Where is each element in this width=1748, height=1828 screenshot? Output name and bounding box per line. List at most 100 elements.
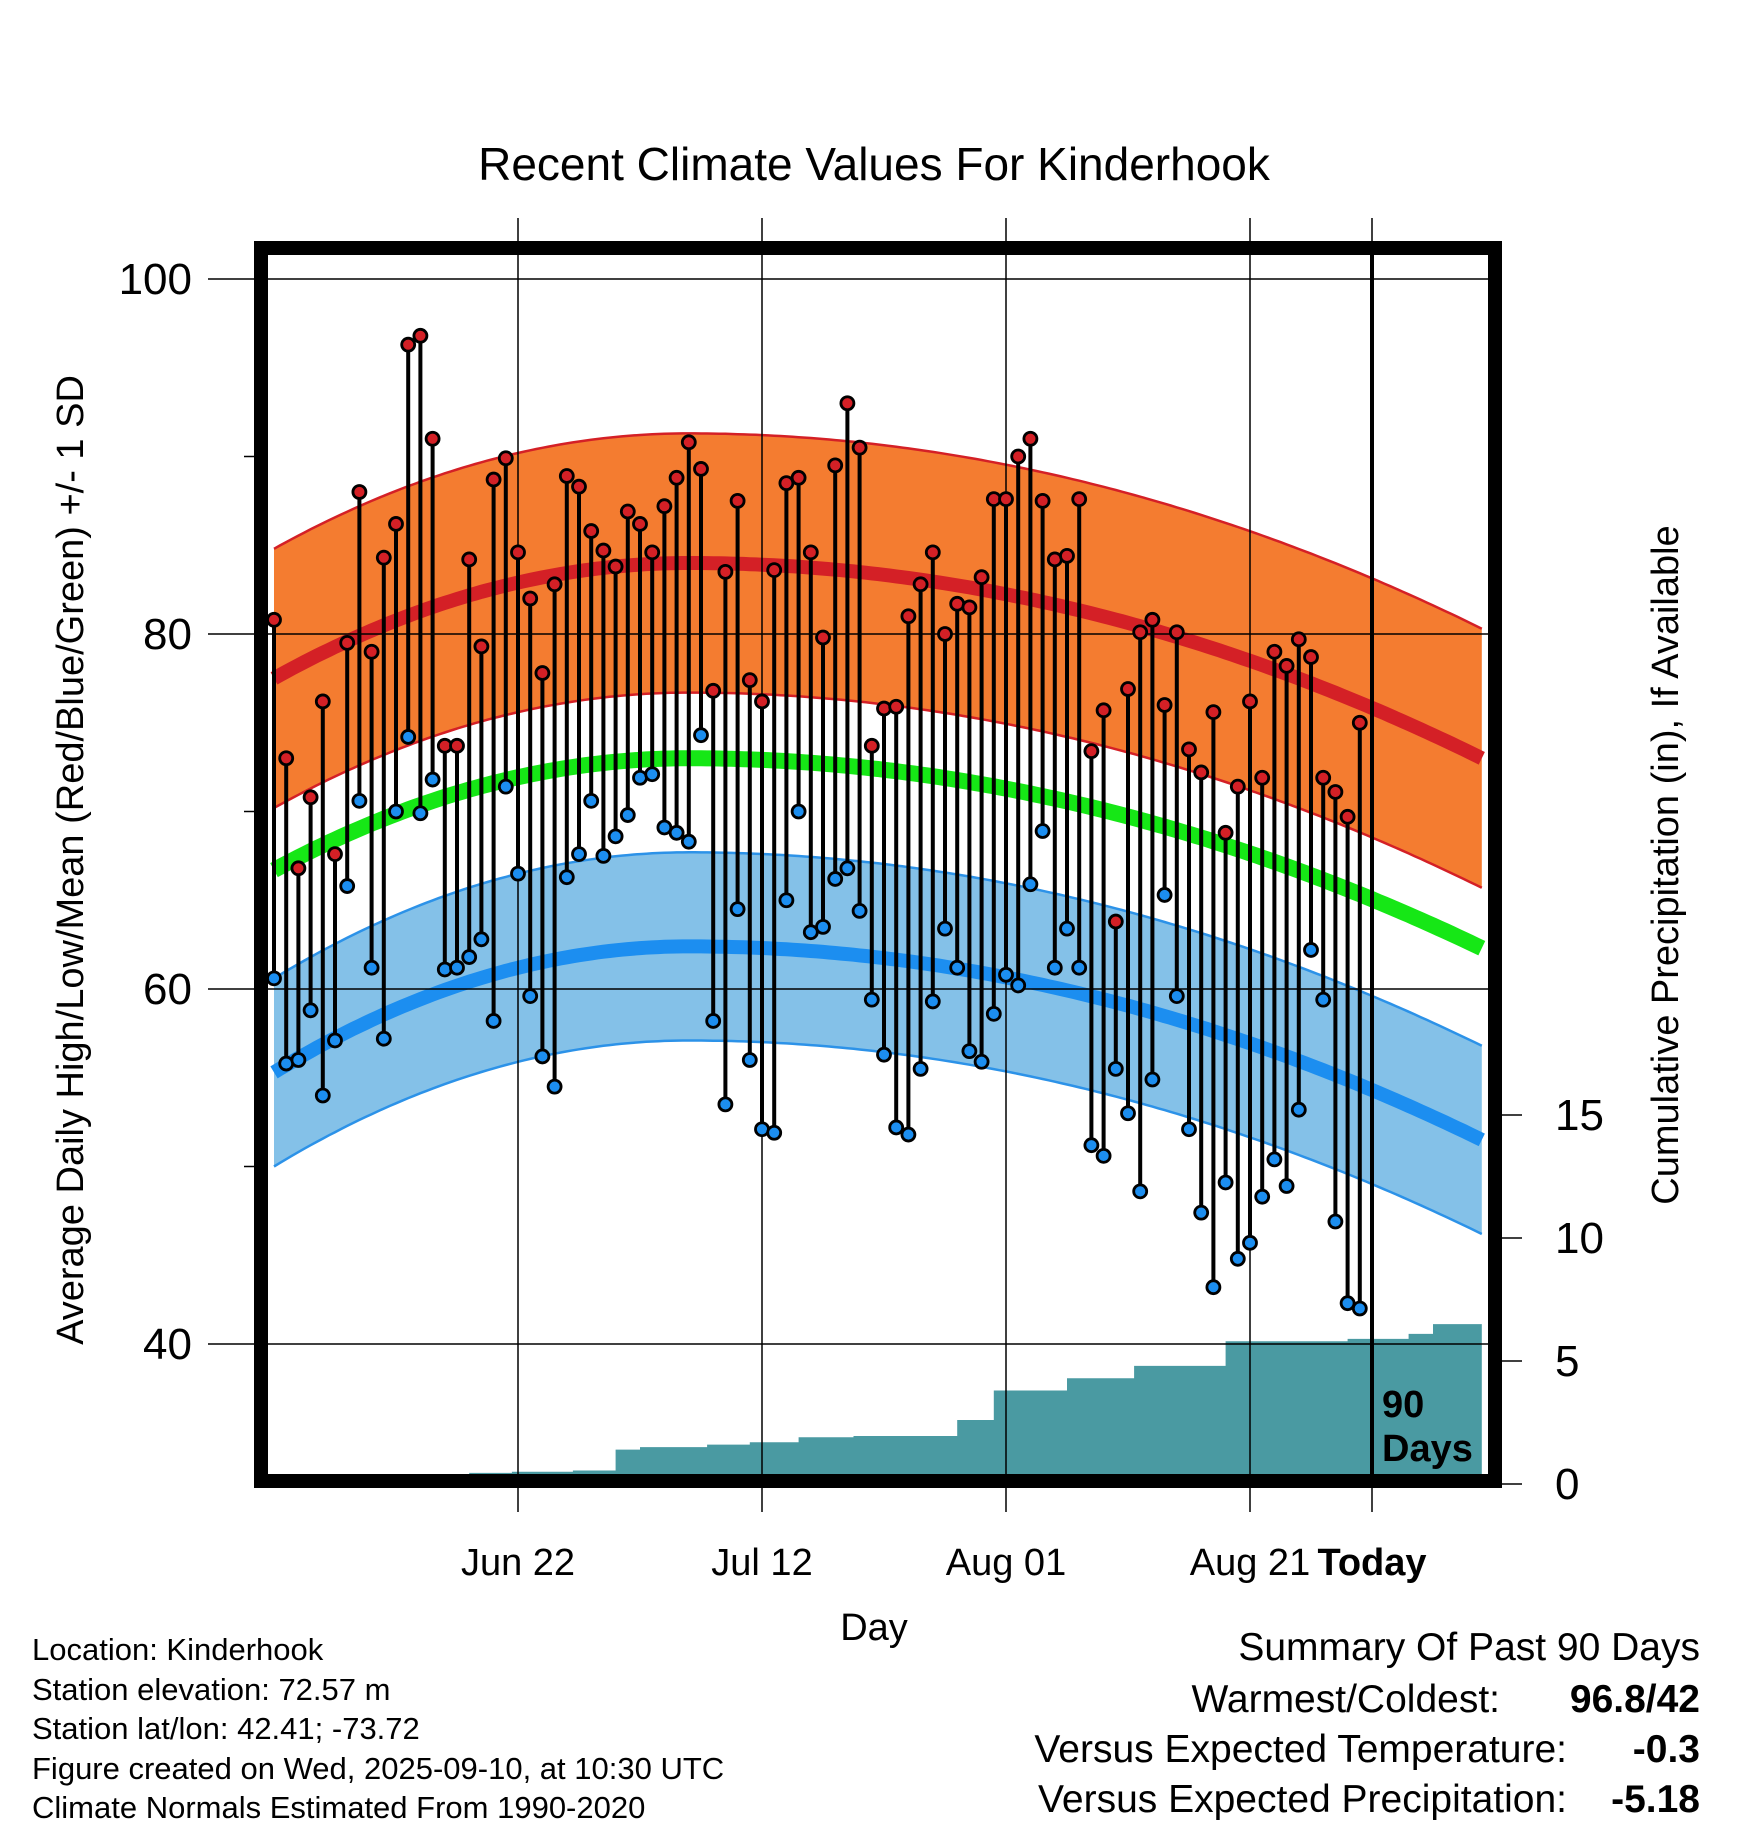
daily-high-point (705, 682, 722, 699)
daily-low-point (424, 771, 441, 788)
daily-low-point (693, 727, 709, 744)
daily-low-point (888, 1119, 905, 1136)
daily-low-point (522, 988, 539, 1004)
daily-high-point (1107, 913, 1124, 930)
daily-low-point (1266, 1151, 1283, 1168)
x-tick-label-3: Aug 21 (1190, 1542, 1310, 1584)
daily-high-point (1254, 769, 1271, 786)
y-axis-label-left: Average Daily High/Low/Mean (Red/Blue/Gr… (50, 375, 92, 1345)
info-latlon: Station lat/lon: 42.41; -73.72 (32, 1711, 420, 1746)
y-tick-label-80: 80 (143, 610, 192, 659)
daily-high-point (851, 439, 868, 456)
daily-low-point (876, 1046, 892, 1063)
daily-high-point (1229, 778, 1246, 795)
daily-low-point (1327, 1213, 1344, 1230)
daily-high-point (1266, 643, 1283, 660)
daily-low-point (668, 824, 685, 841)
daily-low-point (1181, 1121, 1197, 1138)
daily-high-point (375, 549, 392, 566)
daily-low-point (1290, 1101, 1307, 1118)
daily-high-point (741, 672, 758, 689)
daily-high-point (1181, 741, 1197, 758)
cumulative-precipitation-area (469, 1324, 1482, 1474)
daily-high-point (1242, 693, 1258, 710)
info-created: Figure created on Wed, 2025-09-10, at 10… (32, 1751, 724, 1786)
daily-low-point (912, 1060, 929, 1077)
daily-low-point (961, 1043, 978, 1060)
daily-low-point (1034, 823, 1051, 839)
daily-low-point (351, 792, 368, 809)
daily-high-point (729, 492, 746, 509)
daily-high-point (1083, 743, 1100, 760)
daily-high-point (1071, 491, 1088, 508)
daily-high-point (668, 469, 685, 486)
daily-high-point (827, 457, 844, 474)
daily-low-point (412, 805, 429, 822)
daily-high-point (314, 693, 331, 710)
daily-high-point (754, 693, 770, 710)
daily-high-point (656, 498, 673, 515)
daily-low-point (1107, 1060, 1124, 1077)
daily-high-point (510, 544, 526, 561)
daily-high-point (1022, 430, 1039, 447)
y-tick-label-100: 100 (119, 255, 192, 304)
daily-low-point (1010, 977, 1027, 994)
info-location: Location: Kinderhook (32, 1632, 324, 1667)
daily-low-point (449, 959, 465, 976)
daily-low-point (778, 892, 795, 909)
daily-high-point (1034, 492, 1051, 509)
summary-warmest-value: 96.8/42 (1570, 1678, 1700, 1721)
daily-high-point (266, 611, 282, 628)
daily-low-point (1229, 1250, 1246, 1267)
daily-low-point (314, 1087, 331, 1104)
normal-high-band-upper-edge (273, 432, 1483, 630)
daily-low-point (363, 959, 380, 976)
daily-high-point (1120, 681, 1136, 697)
station-info: Location: Kinderhook Station elevation: … (32, 1632, 724, 1825)
daily-low-point (1351, 1300, 1368, 1317)
daily-low-point (607, 828, 624, 845)
daily-low-point (815, 918, 831, 935)
daily-high-point (1059, 548, 1075, 564)
daily-low-point (998, 966, 1014, 983)
info-elevation: Station elevation: 72.57 m (32, 1672, 390, 1707)
daily-high-point (1010, 448, 1027, 465)
daily-high-point (998, 491, 1014, 508)
daily-low-point (766, 1124, 783, 1141)
daily-high-point (449, 737, 465, 754)
daily-high-point (961, 599, 978, 616)
daily-high-point (937, 626, 953, 642)
y-right-tick-label-5: 5 (1555, 1337, 1579, 1386)
daily-low-point (400, 729, 417, 745)
daily-low-point (1059, 920, 1075, 937)
y-right-tick-label-10: 10 (1555, 1214, 1604, 1263)
daily-low-point (485, 1013, 502, 1029)
normal-low-band (274, 852, 1482, 1234)
axes: 40 60 80 100 0 5 10 15 Jun 22 Jul 12 Aug 01 Aug 21 T… (119, 241, 1604, 1584)
daily-low-point (1083, 1137, 1100, 1154)
daily-high-point (485, 471, 502, 488)
daily-low-point (473, 931, 490, 948)
daily-high-point (790, 469, 807, 486)
daily-low-point (900, 1126, 917, 1143)
summary-precip-label: Versus Expected Precipitation: (1038, 1778, 1567, 1821)
daily-high-point (497, 450, 514, 467)
daily-high-point (815, 629, 831, 646)
daily-high-point (693, 461, 709, 477)
daily-low-point (705, 1013, 722, 1029)
daily-high-point (1132, 624, 1149, 641)
daily-low-point (302, 1002, 319, 1019)
daily-high-point (973, 569, 990, 586)
daily-high-point (534, 665, 551, 681)
daily-high-point (546, 576, 563, 593)
daily-low-point (790, 803, 807, 820)
daily-low-point (949, 959, 966, 976)
daily-low-point (924, 993, 941, 1010)
daily-high-point (680, 434, 697, 451)
summary-precip-value: -5.18 (1611, 1778, 1700, 1821)
daily-low-point (290, 1052, 307, 1068)
chart-title: Recent Climate Values For Kinderhook (478, 138, 1271, 190)
daily-high-point (351, 484, 368, 500)
daily-low-point (937, 920, 953, 937)
